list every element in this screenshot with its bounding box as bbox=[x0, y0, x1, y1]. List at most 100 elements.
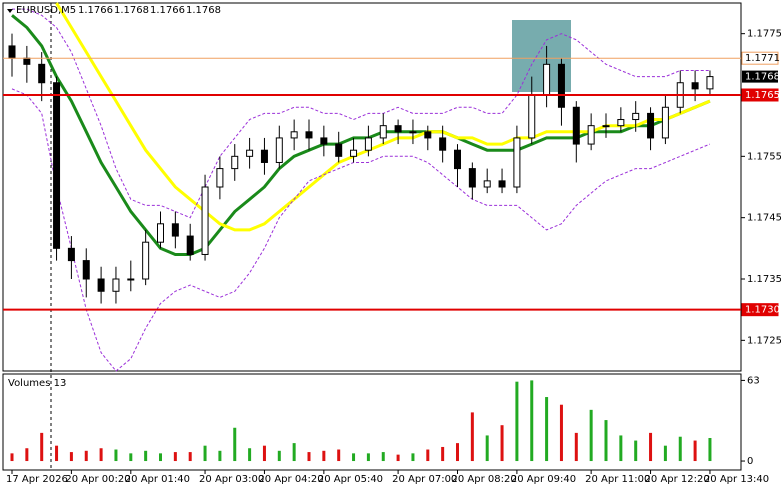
volume-bar bbox=[248, 448, 252, 462]
candle-body bbox=[587, 125, 595, 145]
candle-body bbox=[617, 119, 625, 127]
y-tick-label: 1.1745 bbox=[747, 213, 781, 224]
volume-bar bbox=[10, 453, 14, 462]
candle-body bbox=[513, 137, 521, 188]
level-label-bg bbox=[741, 51, 779, 65]
volume-bar bbox=[55, 445, 59, 462]
header-price: 1.1768 bbox=[114, 5, 149, 16]
header-price: 1.1766 bbox=[78, 5, 113, 16]
x-tick-label: 20 Apr 08:20 bbox=[452, 474, 517, 485]
volume-bar bbox=[649, 432, 653, 462]
y-tick-label: 0 bbox=[747, 456, 753, 467]
volume-bar bbox=[396, 454, 400, 462]
indicator-line bbox=[12, 8, 710, 219]
volume-bar bbox=[559, 404, 563, 462]
candle-body bbox=[647, 112, 655, 139]
volume-bar bbox=[173, 452, 177, 462]
candle-body bbox=[602, 125, 610, 128]
level-label-bg bbox=[741, 88, 779, 102]
candle-body bbox=[350, 149, 358, 157]
candle-body bbox=[320, 137, 328, 145]
volume-bar bbox=[144, 450, 148, 462]
volume-bar bbox=[381, 452, 385, 462]
candle-body bbox=[112, 278, 120, 292]
candle-body bbox=[231, 155, 239, 170]
candle-body bbox=[186, 235, 194, 255]
volume-bar bbox=[25, 448, 29, 462]
x-tick-label: 20 Apr 04:20 bbox=[258, 474, 323, 485]
candle-body bbox=[557, 63, 565, 108]
volume-bar bbox=[678, 436, 682, 462]
candle-body bbox=[82, 260, 90, 280]
x-tick-label: 20 Apr 11:00 bbox=[585, 474, 650, 485]
indicator-line bbox=[55, 2, 711, 232]
volume-bar bbox=[634, 440, 638, 462]
level-label: 1.1765 bbox=[745, 90, 780, 101]
x-tick-label: 20 Apr 09:40 bbox=[511, 474, 576, 485]
volume-bar bbox=[485, 435, 489, 462]
volume-bar bbox=[129, 453, 133, 462]
volume-bar bbox=[69, 452, 73, 462]
candle-body bbox=[424, 131, 432, 139]
x-tick-label: 20 Apr 13:40 bbox=[704, 474, 769, 485]
candle-body bbox=[572, 106, 580, 145]
y-tick-label: 1.1725 bbox=[747, 335, 781, 346]
volume-bar bbox=[530, 380, 534, 462]
x-tick-label: 17 Apr 2026 bbox=[6, 474, 68, 485]
x-tick-label: 20 Apr 03:00 bbox=[199, 474, 264, 485]
y-tick-label: 1.1755 bbox=[747, 151, 781, 162]
level-label-bg bbox=[741, 303, 779, 317]
x-tick-label: 20 Apr 12:20 bbox=[645, 474, 710, 485]
volume-bar bbox=[292, 443, 296, 462]
volume-bar bbox=[708, 438, 712, 462]
candle-body bbox=[409, 131, 417, 134]
y-tick-label: 63 bbox=[747, 375, 760, 386]
candle-body bbox=[661, 106, 669, 139]
level-label: 1.1771 bbox=[745, 53, 780, 64]
volume-bar bbox=[441, 446, 445, 462]
volume-bar bbox=[277, 450, 281, 462]
volume-bar bbox=[604, 420, 608, 462]
volume-bar bbox=[322, 450, 326, 462]
candle-body bbox=[246, 149, 254, 157]
x-tick-label: 20 Apr 05:40 bbox=[318, 474, 383, 485]
volume-bar bbox=[99, 448, 103, 462]
candle-body bbox=[483, 180, 491, 188]
volume-bar bbox=[262, 445, 266, 462]
header-price: 1.1766 bbox=[150, 5, 185, 16]
candle-body bbox=[632, 112, 640, 121]
volume-bar bbox=[663, 445, 667, 462]
candle-body bbox=[38, 63, 46, 84]
volume-bar bbox=[307, 452, 311, 462]
volume-bar bbox=[515, 381, 519, 462]
volume-bar bbox=[500, 425, 504, 462]
volume-bar bbox=[693, 440, 697, 462]
candle-body bbox=[23, 57, 31, 65]
symbol: EURUSD,M5 bbox=[16, 5, 76, 16]
volume-bar bbox=[366, 453, 370, 462]
candle-body bbox=[528, 94, 536, 139]
volume-bar bbox=[218, 450, 222, 462]
volume-bar bbox=[84, 450, 88, 462]
level-label: 1.1730 bbox=[745, 305, 780, 316]
volume-bar bbox=[589, 409, 593, 462]
candle-body bbox=[67, 247, 75, 262]
volume-bar bbox=[619, 435, 623, 462]
volume-bar bbox=[456, 443, 459, 462]
volume-title: Volumes 13 bbox=[8, 378, 66, 389]
volume-bar bbox=[233, 427, 237, 462]
volume-bar bbox=[574, 432, 578, 462]
candle-body bbox=[201, 186, 209, 255]
last-price-bg bbox=[742, 70, 778, 83]
volume-bar bbox=[203, 445, 207, 462]
candle-body bbox=[127, 278, 135, 281]
candle-body bbox=[439, 137, 447, 151]
candle-body bbox=[305, 131, 313, 139]
volume-bar bbox=[411, 453, 415, 462]
volume-bar bbox=[114, 449, 118, 462]
candle-body bbox=[454, 149, 461, 170]
candle-body bbox=[97, 278, 105, 292]
x-tick-label: 20 Apr 00:20 bbox=[65, 474, 130, 485]
last-price-label: 1.1768 bbox=[745, 72, 780, 83]
